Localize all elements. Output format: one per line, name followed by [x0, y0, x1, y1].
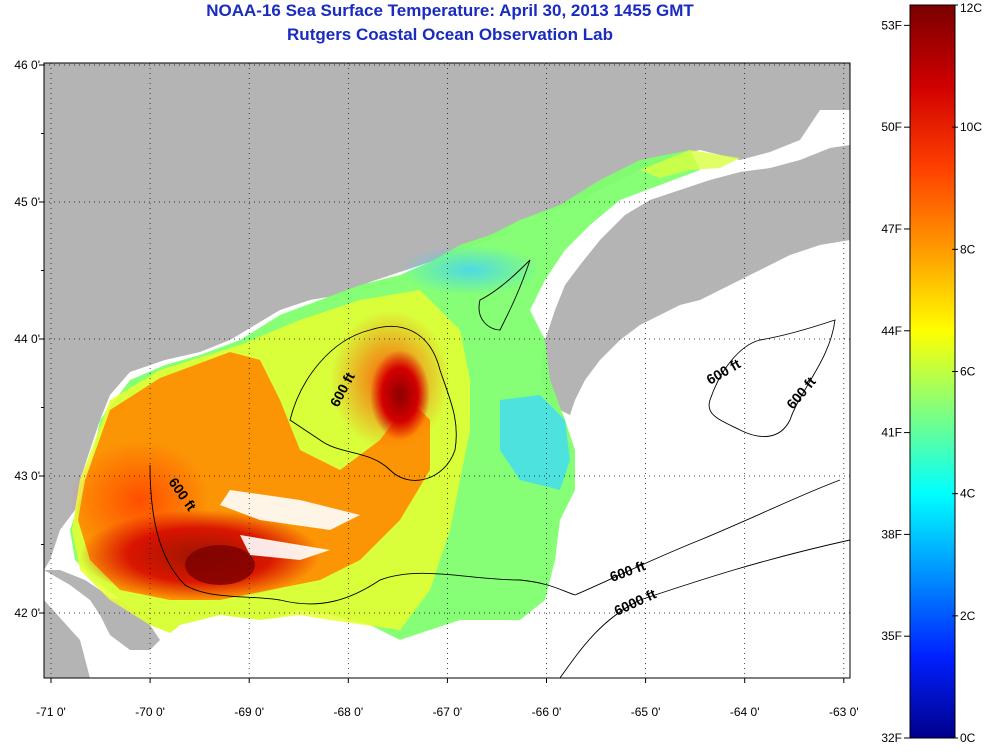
- sst-field-cyan-east: [500, 395, 570, 490]
- colorbar-f-label: 53F: [881, 18, 902, 32]
- colorbar-f-label: 50F: [881, 120, 902, 134]
- map-axes: -71 0' -70 0' -69 0' -68 0' -67 0' -66 0' -65 …: [14, 58, 858, 719]
- lon-label: -67 0': [433, 705, 463, 719]
- colorbar-c-label: 8C: [960, 242, 976, 256]
- lon-label: -70 0': [135, 705, 165, 719]
- colorbar-c-label: 10C: [960, 120, 982, 134]
- sst-field-cyan-north: [400, 245, 540, 295]
- colorbar-c-label: 2C: [960, 609, 976, 623]
- colorbar-c-label: 0C: [960, 731, 976, 745]
- colorbar-c-label: 6C: [960, 365, 976, 379]
- colorbar: 12C 10C 8C 6C 4C 2C 0C 53F 50F 47F 44F 41F 38F 35F 32F: [881, 1, 982, 745]
- depth-contours: [149, 259, 850, 678]
- land-maine-newbrunswick: [44, 63, 850, 570]
- colorbar-f-label: 38F: [881, 527, 902, 541]
- colorbar-f-label: 32F: [881, 731, 902, 745]
- colorbar-f-label: 35F: [881, 629, 902, 643]
- colorbar-f-label: 44F: [881, 324, 902, 338]
- sst-white-south: [150, 615, 440, 678]
- colorbar-bar: [909, 4, 956, 739]
- colorbar-ticks: 12C 10C 8C 6C 4C 2C 0C 53F 50F 47F 44F 41F 38F 35F 32F: [881, 1, 982, 745]
- contour-600ft-gulf: [149, 464, 576, 605]
- lat-label: 44 0': [14, 332, 40, 346]
- lon-label: -69 0': [234, 705, 264, 719]
- contour-6000ft: [559, 539, 850, 678]
- lat-label: 42 0': [14, 606, 40, 620]
- lon-label: -68 0': [333, 705, 363, 719]
- lon-label: -64 0': [730, 705, 760, 719]
- lat-label: 46 0': [14, 58, 40, 72]
- contour-600ft-east: [574, 479, 841, 596]
- chart-subtitle: Rutgers Coastal Ocean Observation Lab: [287, 25, 613, 44]
- lat-label: 43 0': [14, 469, 40, 483]
- lat-label: 45 0': [14, 195, 40, 209]
- colorbar-c-label: 4C: [960, 487, 976, 501]
- lon-label: -63 0': [829, 705, 859, 719]
- land-nova-scotia: [540, 145, 850, 415]
- sst-hot-core-north: [370, 350, 430, 440]
- bay-of-fundy-yellow: [640, 150, 740, 178]
- chart-title: NOAA-16 Sea Surface Temperature: April 3…: [206, 1, 694, 20]
- sst-hot-core-south: [185, 545, 255, 585]
- colorbar-f-label: 41F: [881, 426, 902, 440]
- colorbar-c-label: 12C: [960, 1, 982, 15]
- contour-600ft-ne: [708, 319, 836, 437]
- contour-600ft-inner: [289, 326, 457, 481]
- contour-browns: [478, 259, 531, 331]
- colorbar-f-label: 47F: [881, 222, 902, 236]
- lon-label: -71 0': [36, 705, 66, 719]
- sst-cloud-gap: [220, 490, 360, 560]
- lon-label: -66 0': [532, 705, 562, 719]
- lon-label: -65 0': [631, 705, 661, 719]
- land-cape-cod: [44, 570, 160, 678]
